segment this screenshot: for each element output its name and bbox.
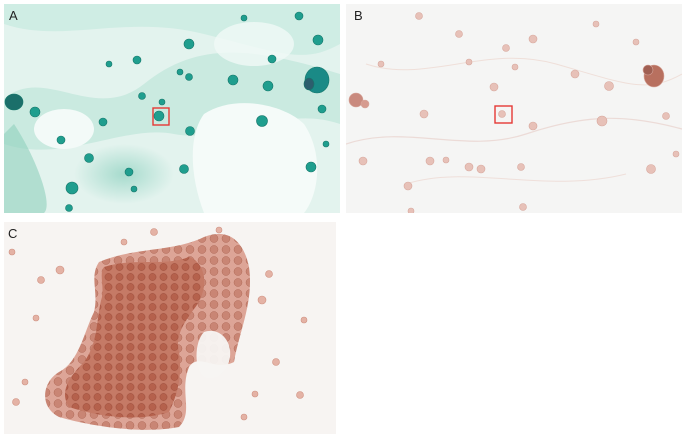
panel-label-b: B — [354, 8, 363, 23]
micrograph-panel-b — [346, 4, 682, 213]
micrograph-panel-c — [4, 222, 336, 434]
micrograph-b-image — [346, 4, 682, 213]
highlight-box-b — [494, 105, 513, 124]
micrograph-a-image — [4, 4, 340, 213]
micrograph-panel-a — [4, 4, 340, 213]
panel-label-a: A — [9, 8, 18, 23]
panel-label-c: C — [8, 226, 18, 241]
highlight-box-a — [152, 107, 170, 126]
micrograph-c-image — [4, 222, 336, 434]
